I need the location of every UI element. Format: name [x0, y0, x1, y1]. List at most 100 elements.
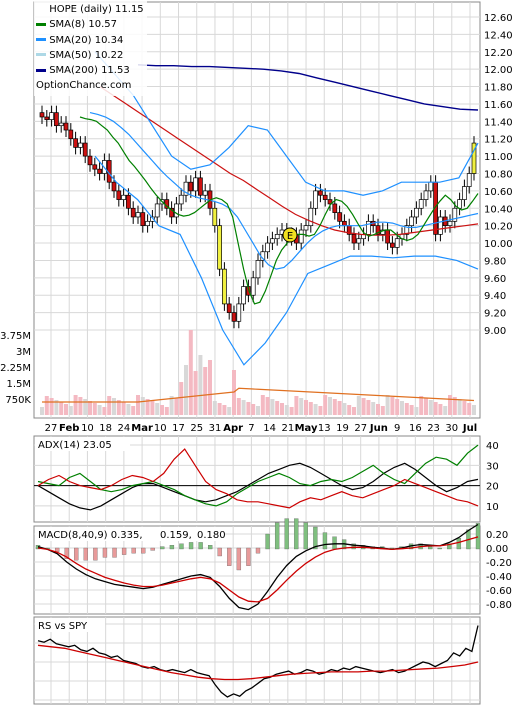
x-label-13: 21 — [281, 423, 294, 434]
volume-bar-67 — [361, 398, 366, 415]
candle-body-21 — [140, 212, 146, 227]
volume-bar-55 — [304, 400, 308, 415]
volume-bar-87 — [457, 399, 462, 415]
volume-bar-29 — [179, 382, 184, 415]
macd-hist-4 — [74, 547, 79, 561]
volume-bar-65 — [352, 407, 356, 415]
candle-body-47 — [265, 242, 270, 253]
volume-bar-71 — [380, 406, 385, 415]
volume-bar-4 — [59, 402, 64, 415]
volume-bar-1 — [44, 396, 49, 415]
volume-tick-3: 1.5M — [6, 379, 31, 390]
legend-label-hope: HOPE (daily) 11.15 — [49, 4, 144, 15]
macd-hist-27 — [294, 518, 299, 550]
volume-bar-58 — [318, 406, 323, 415]
volume-tick-4: 750K — [5, 395, 31, 406]
volume-bar-89 — [467, 403, 472, 415]
macd-hist-6 — [93, 547, 98, 561]
macd-hist-26 — [284, 518, 289, 550]
price-tick-3: 12.00 — [484, 65, 513, 76]
macd-tick-1: -0.20 — [486, 558, 512, 569]
volume-bar-51 — [284, 405, 289, 415]
volume-bar-3 — [54, 400, 59, 415]
x-label-9: 31 — [209, 423, 222, 434]
candle-body-6 — [68, 129, 74, 140]
candle-body-11 — [92, 164, 98, 170]
price-tick-9: 10.80 — [484, 170, 513, 181]
volume-bar-66 — [356, 396, 361, 415]
volume-bar-21 — [140, 397, 145, 415]
x-label-6: 10 — [154, 423, 167, 434]
candle-body-59 — [322, 194, 328, 200]
candle-body-38 — [222, 268, 227, 305]
macd-hist-8 — [112, 547, 117, 558]
macd-hist-19 — [217, 547, 222, 557]
volume-bar-54 — [299, 398, 304, 415]
candle-body-28 — [174, 203, 179, 218]
candle-body-29 — [178, 194, 184, 205]
candle-body-71 — [380, 229, 386, 235]
candle-body-54 — [298, 229, 304, 244]
volume-bar-77 — [409, 405, 414, 415]
candle-body-5 — [63, 122, 69, 131]
legend-swatch-sma50 — [36, 53, 46, 57]
macd-hist-14 — [169, 545, 175, 550]
macd-series-1 — [37, 536, 479, 603]
volume-bar-37 — [217, 403, 222, 415]
price-tick-17: 9.20 — [484, 309, 506, 320]
volume-bar-9 — [83, 399, 88, 415]
macd-hist-23 — [255, 547, 261, 554]
candle-body-1 — [44, 116, 50, 120]
adx-tick-3: 10 — [486, 502, 499, 513]
price-tick-5: 11.60 — [484, 100, 513, 111]
candle-body-40 — [231, 312, 237, 322]
x-label-8: 25 — [190, 423, 203, 434]
candle-body-37 — [217, 225, 222, 270]
legend-item-hope: HOPE (daily) 11.15 — [36, 2, 144, 17]
macd-value-signal: 0.159, — [160, 530, 192, 541]
macd-tick-2: -0.40 — [486, 572, 512, 583]
sma20-line — [89, 112, 479, 270]
x-label-21: 23 — [427, 423, 440, 434]
adx-tick-2: 20 — [486, 482, 499, 493]
adx-series-0 — [37, 462, 479, 511]
macd-hist-22 — [246, 547, 251, 566]
volume-bar-47 — [265, 397, 270, 415]
volume-bar-68 — [366, 400, 371, 415]
candle-body-77 — [409, 216, 414, 227]
volume-bar-84 — [443, 406, 448, 415]
volume-bar-45 — [256, 406, 260, 415]
macd-title: MACD(8,40,9) 0.335, — [38, 530, 143, 541]
macd-hist-18 — [208, 545, 213, 550]
candle-body-31 — [188, 181, 194, 192]
volume-bar-12 — [97, 405, 102, 415]
volume-bar-53 — [294, 396, 299, 415]
x-label-23: Jul — [462, 423, 477, 434]
volume-bar-81 — [428, 400, 433, 415]
candle-body-39 — [226, 303, 232, 313]
volume-bar-86 — [452, 397, 457, 415]
volume-bar-11 — [92, 403, 97, 415]
event-marker-label: E — [287, 231, 293, 242]
volume-bar-6 — [68, 406, 73, 415]
macd-tick-4: -0.80 — [486, 600, 512, 611]
rs-series-0 — [37, 625, 479, 698]
volume-bar-32 — [193, 371, 198, 415]
price-tick-15: 9.60 — [484, 274, 506, 285]
watermark: OptionChance.com — [36, 80, 132, 92]
volume-bar-73 — [390, 397, 395, 415]
x-label-17: 27 — [354, 423, 367, 434]
volume-bar-63 — [342, 403, 347, 415]
candle-body-58 — [318, 190, 323, 196]
legend-swatch-sma8 — [36, 22, 46, 26]
candle-body-9 — [82, 142, 88, 157]
candle-body-76 — [404, 225, 410, 235]
candle-body-70 — [375, 225, 381, 235]
volume-bar-69 — [371, 402, 376, 415]
price-tick-6: 11.40 — [484, 117, 513, 128]
macd-hist-10 — [131, 547, 136, 554]
candle-body-90 — [471, 142, 477, 174]
x-label-14: May — [295, 423, 318, 434]
volume-bar-36 — [212, 401, 217, 415]
